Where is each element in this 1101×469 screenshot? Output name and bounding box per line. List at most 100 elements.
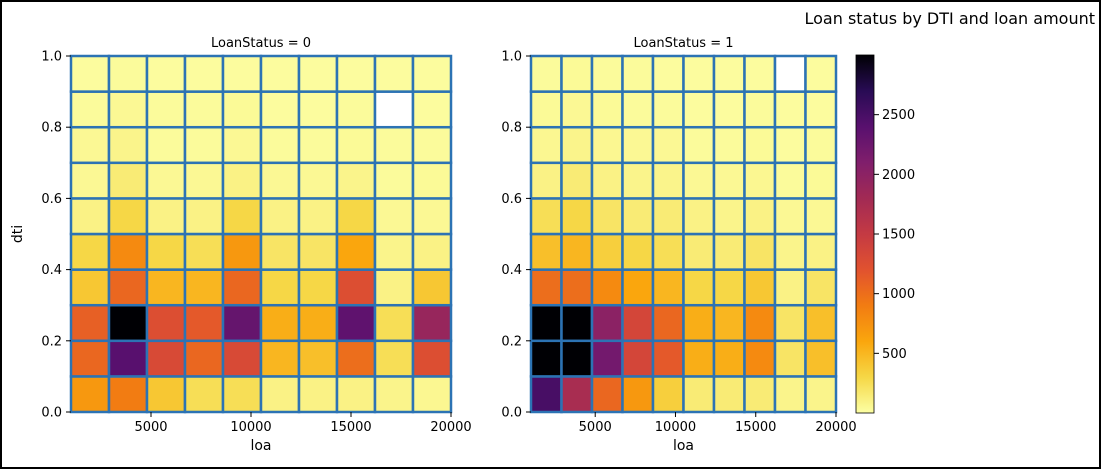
heatmap-cell [221, 232, 263, 271]
heatmap-cell [743, 375, 777, 414]
heatmap-cell [183, 90, 225, 129]
y-tick-label: 0.6 [41, 192, 62, 207]
heatmap-cell [621, 303, 655, 343]
heatmap-cell [773, 303, 807, 343]
heatmap-cell [590, 54, 624, 93]
heatmap-cell [297, 125, 339, 165]
x-tick-label: 20000 [815, 420, 856, 435]
heatmap-cell [69, 232, 111, 271]
heatmap-cell [335, 54, 377, 93]
heatmap-cell [221, 339, 263, 378]
heatmap-cell [183, 197, 225, 236]
heatmap-cell [373, 54, 415, 93]
heatmap-cell [560, 268, 594, 307]
heatmap-cell [529, 54, 563, 93]
heatmap-cell [743, 303, 777, 343]
heatmap-cell [221, 161, 263, 200]
heatmap-cell [411, 375, 453, 414]
heatmap-cell [773, 232, 807, 271]
heatmap-cell [145, 303, 187, 343]
colorbar-gradient [855, 54, 875, 414]
heatmap-cell [773, 125, 807, 165]
heatmap-cell [590, 90, 624, 129]
heatmap-cell [651, 339, 685, 378]
y-tick-label: 1.0 [501, 50, 522, 65]
heatmap-cell [297, 375, 339, 414]
heatmap-cell [651, 161, 685, 200]
heatmap-cell [712, 303, 746, 343]
heatmap-cell [651, 303, 685, 343]
heatmap-cell [773, 375, 807, 414]
heatmap-cell [651, 232, 685, 271]
heatmap-cell [183, 54, 225, 93]
colorbar: 500 1000 1500 2000 2500 [855, 54, 915, 414]
heatmap-cell [145, 339, 187, 378]
heatmap-cell [107, 54, 149, 93]
heatmap-cell [297, 268, 339, 307]
heatmap-cell [773, 197, 807, 236]
heatmap-cell [297, 54, 339, 93]
heatmap-cell [773, 54, 807, 93]
heatmap-cell [560, 161, 594, 200]
heatmap-cell [107, 303, 149, 343]
heatmap-cell [529, 125, 563, 165]
heatmap-cell [411, 125, 453, 165]
heatmap-cell [221, 375, 263, 414]
heatmap-cell [712, 197, 746, 236]
heatmap-cell [712, 90, 746, 129]
heatmap-cell [560, 197, 594, 236]
heatmap-cell [107, 125, 149, 165]
heatmap-cell [743, 232, 777, 271]
heatmap-cell [621, 90, 655, 129]
y-tick-label: 0.6 [501, 192, 522, 207]
heatmap-cell [69, 268, 111, 307]
heatmap-cell [682, 303, 716, 343]
heatmap-cell [621, 161, 655, 200]
heatmap-cell [373, 232, 415, 271]
heatmap-cell [621, 375, 655, 414]
heatmap-cell [107, 161, 149, 200]
y-tick-label: 0.8 [41, 121, 62, 136]
heatmap-cell [221, 303, 263, 343]
heatmap-cell [183, 125, 225, 165]
heatmap-cell [221, 197, 263, 236]
heatmap-cell [712, 125, 746, 165]
heatmap-cell [69, 161, 111, 200]
heatmap-cell [221, 125, 263, 165]
y-tick-label: 0.2 [41, 334, 62, 349]
x-tick-label: 20000 [430, 420, 471, 435]
heatmap-cell [107, 268, 149, 307]
heatmap-cell [560, 303, 594, 343]
heatmap-cell [529, 375, 563, 414]
heatmap-cell [590, 125, 624, 165]
y-tick-label: 0.4 [501, 263, 522, 278]
heatmap-cell [221, 268, 263, 307]
x-axis-label: loa [250, 438, 271, 454]
heatmap-cell [804, 161, 838, 200]
heatmap-cell [529, 303, 563, 343]
heatmap-cell [411, 161, 453, 200]
x-tick-label: 5000 [579, 420, 612, 435]
heatmap-cell [529, 232, 563, 271]
heatmap-cell [590, 375, 624, 414]
heatmap-cell [335, 232, 377, 271]
heatmap-cell [221, 54, 263, 93]
x-tick-label: 10000 [655, 420, 696, 435]
heatmap-cell [682, 54, 716, 93]
heatmap-cell [259, 339, 301, 378]
y-tick-label: 0.0 [41, 406, 62, 421]
heatmap-cell [804, 268, 838, 307]
heatmap-cell [621, 197, 655, 236]
heatmap-cell [804, 197, 838, 236]
heatmap-cell [145, 268, 187, 307]
heatmap-cell [335, 339, 377, 378]
heatmap-cell [560, 90, 594, 129]
colorbar-tick-label: 2500 [882, 108, 915, 123]
heatmap-cell [804, 339, 838, 378]
heatmap-cell [411, 268, 453, 307]
heatmap-cell [682, 161, 716, 200]
heatmap-cell [335, 197, 377, 236]
heatmap-cell [145, 161, 187, 200]
heatmap-cell [411, 303, 453, 343]
heatmap-cell [743, 197, 777, 236]
